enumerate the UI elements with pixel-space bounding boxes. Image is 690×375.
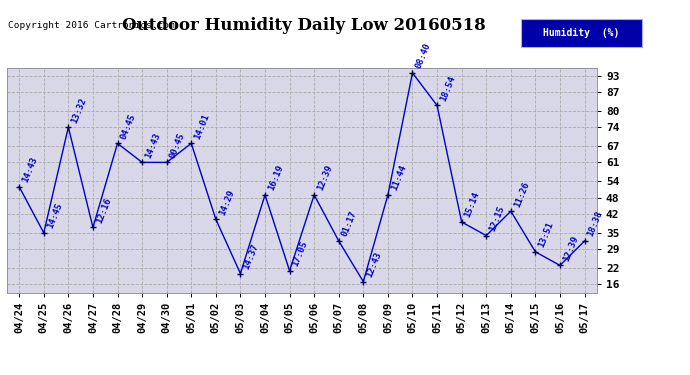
Text: 14:43: 14:43	[21, 156, 39, 184]
Text: 11:26: 11:26	[512, 180, 531, 209]
Text: 13:51: 13:51	[537, 221, 555, 249]
Text: 16:19: 16:19	[266, 164, 285, 192]
Text: Outdoor Humidity Daily Low 20160518: Outdoor Humidity Daily Low 20160518	[121, 17, 486, 34]
Text: 12:39: 12:39	[562, 234, 580, 262]
Text: 04:45: 04:45	[119, 112, 137, 141]
Text: 17:05: 17:05	[291, 240, 309, 268]
Text: 14:43: 14:43	[144, 131, 162, 160]
Text: 11:44: 11:44	[389, 164, 408, 192]
Text: 12:16: 12:16	[95, 196, 112, 225]
Text: 18:54: 18:54	[438, 74, 457, 103]
Text: Humidity  (%): Humidity (%)	[543, 28, 620, 38]
Text: Copyright 2016 Cartronics.com: Copyright 2016 Cartronics.com	[8, 21, 175, 30]
Text: 12:15: 12:15	[488, 204, 506, 233]
Text: 18:38: 18:38	[586, 210, 604, 238]
Text: 14:37: 14:37	[241, 243, 260, 271]
Text: 08:40: 08:40	[414, 42, 433, 70]
Text: 12:43: 12:43	[365, 251, 383, 279]
Text: 14:29: 14:29	[217, 188, 236, 216]
Text: 12:39: 12:39	[315, 164, 334, 192]
Text: 14:01: 14:01	[193, 112, 211, 141]
Text: 00:45: 00:45	[168, 131, 186, 160]
Text: 01:17: 01:17	[340, 210, 359, 238]
Text: 13:32: 13:32	[70, 96, 88, 124]
Text: 15:14: 15:14	[463, 191, 482, 219]
Text: 14:45: 14:45	[45, 202, 63, 230]
